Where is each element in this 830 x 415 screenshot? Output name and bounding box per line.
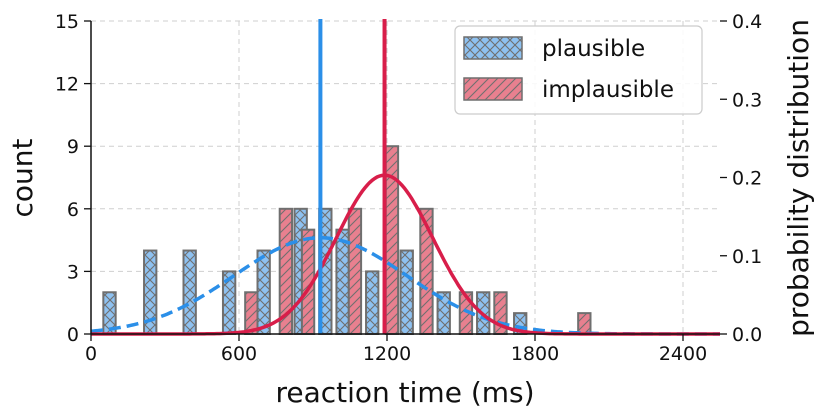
legend-label-plausible: plausible: [542, 36, 645, 62]
y-tick-label: 9: [67, 136, 79, 158]
x-tick-label: 600: [221, 343, 257, 365]
legend: plausible implausible: [454, 25, 703, 115]
bar-implausible: [347, 207, 363, 335]
y2-tick-label: 0.2: [732, 168, 762, 190]
bar-implausible: [244, 291, 259, 335]
y2-tick-label: 0.3: [732, 89, 762, 111]
legend-swatch-implausible: [463, 77, 523, 101]
x-axis-label: reaction time (ms): [275, 376, 534, 409]
legend-swatch-plausible: [463, 36, 523, 60]
bar-plausible: [182, 249, 197, 336]
x-tick-label: 0: [85, 343, 97, 365]
bar-implausible: [577, 312, 592, 335]
y-tick-label: 15: [55, 11, 79, 33]
x-tick-label: 1800: [511, 343, 559, 365]
histogram-bars: [102, 145, 592, 336]
y2-axis-label: probability distribution: [782, 19, 815, 337]
y2-tick-label: 0.1: [732, 246, 762, 268]
axes: [84, 20, 727, 341]
y2-tick-label: 0.0: [732, 324, 762, 346]
bar-plausible: [399, 249, 414, 336]
x-tick-label: 2400: [659, 343, 707, 365]
y-tick-label: 0: [67, 324, 79, 346]
y-tick-label: 3: [67, 261, 79, 283]
y2-tick-label: 0.4: [732, 11, 762, 33]
y-tick-label: 6: [67, 199, 79, 221]
bar-plausible: [256, 249, 271, 336]
x-tick-label: 1200: [363, 343, 411, 365]
legend-label-implausible: implausible: [542, 77, 674, 103]
tick-labels: 0 3 6 9 12 15 0 600 1200 1800 2400 0.0 0.1 0.2 0.3 0.4: [55, 11, 762, 365]
bar-plausible: [335, 228, 350, 336]
bar-plausible: [365, 270, 380, 335]
y-tick-label: 12: [55, 74, 79, 96]
mean-lines: [318, 19, 387, 334]
y-axis-label: count: [6, 138, 39, 217]
